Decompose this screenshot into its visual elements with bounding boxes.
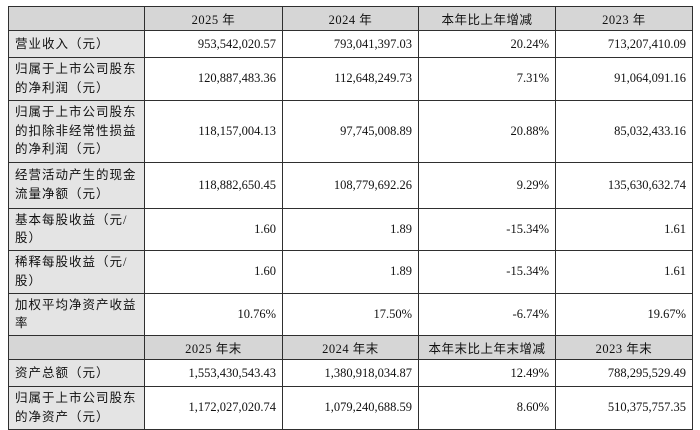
row-label: 基本每股收益（元/股） xyxy=(8,207,145,251)
table-row-weighted-avg-roe: 加权平均净资产收益率 10.76% 17.50% -6.74% 19.67% xyxy=(8,292,693,336)
value-2023: 19.67% xyxy=(555,292,693,336)
header-empty-cell xyxy=(8,6,145,31)
value-2023: 135,630,632.74 xyxy=(555,161,693,209)
balance-header-row: 2025 年末 2024 年末 本年末比上年末增减 2023 年末 xyxy=(8,335,693,360)
value-change: -15.34% xyxy=(418,250,556,294)
header-2025-end: 2025 年末 xyxy=(144,335,283,360)
value-change: 12.49% xyxy=(418,359,556,387)
header-end-change: 本年末比上年末增减 xyxy=(418,335,556,360)
row-label: 加权平均净资产收益率 xyxy=(8,292,145,336)
value-2024: 108,779,692.26 xyxy=(282,161,419,209)
value-2023: 788,295,529.49 xyxy=(555,359,693,387)
row-label: 营业收入（元） xyxy=(8,30,145,58)
value-2025: 120,887,483.36 xyxy=(144,57,283,101)
table-row-net-profit: 归属于上市公司股东的净利润（元） 120,887,483.36 112,648,… xyxy=(8,57,693,101)
value-2025: 1,553,430,543.43 xyxy=(144,359,283,387)
row-label: 归属于上市公司股东的净利润（元） xyxy=(8,57,145,101)
value-2024: 112,648,249.73 xyxy=(282,57,419,101)
table-row-operating-cash-flow: 经营活动产生的现金流量净额（元） 118,882,650.45 108,779,… xyxy=(8,161,693,209)
header-2023-end: 2023 年末 xyxy=(555,335,693,360)
header-2025: 2025 年 xyxy=(144,6,283,31)
row-label: 归属于上市公司股东的扣除非经常性损益的净利润（元） xyxy=(8,99,145,163)
table-row-total-assets: 资产总额（元） 1,553,430,543.43 1,380,918,034.8… xyxy=(8,359,693,387)
value-change: 20.88% xyxy=(418,99,556,163)
value-2024: 97,745,008.89 xyxy=(282,99,419,163)
value-2024: 1,380,918,034.87 xyxy=(282,359,419,387)
table-row-revenue: 营业收入（元） 953,542,020.57 793,041,397.03 20… xyxy=(8,30,693,58)
value-2025: 10.76% xyxy=(144,292,283,336)
table-row-basic-eps: 基本每股收益（元/股） 1.60 1.89 -15.34% 1.61 xyxy=(8,207,693,251)
header-2024-end: 2024 年末 xyxy=(282,335,419,360)
header-2024: 2024 年 xyxy=(282,6,419,31)
header-yoy-change: 本年比上年增减 xyxy=(418,6,556,31)
value-2025: 1.60 xyxy=(144,250,283,294)
value-change: -15.34% xyxy=(418,207,556,251)
row-label: 稀释每股收益（元/股） xyxy=(8,250,145,294)
value-change: -6.74% xyxy=(418,292,556,336)
value-change: 20.24% xyxy=(418,30,556,58)
header-2023: 2023 年 xyxy=(555,6,693,31)
value-2025: 118,882,650.45 xyxy=(144,161,283,209)
row-label: 经营活动产生的现金流量净额（元） xyxy=(8,161,145,209)
header-empty-cell xyxy=(8,335,145,360)
value-2023: 91,064,091.16 xyxy=(555,57,693,101)
value-2024: 793,041,397.03 xyxy=(282,30,419,58)
income-header-row: 2025 年 2024 年 本年比上年增减 2023 年 xyxy=(8,6,693,31)
table-row-diluted-eps: 稀释每股收益（元/股） 1.60 1.89 -15.34% 1.61 xyxy=(8,250,693,294)
value-2024: 17.50% xyxy=(282,292,419,336)
value-2023: 713,207,410.09 xyxy=(555,30,693,58)
value-2024: 1.89 xyxy=(282,207,419,251)
value-2023: 85,032,433.16 xyxy=(555,99,693,163)
value-2024: 1.89 xyxy=(282,250,419,294)
value-2025: 1.60 xyxy=(144,207,283,251)
document-page: 2025 年 2024 年 本年比上年增减 2023 年 营业收入（元） 953… xyxy=(8,6,693,430)
value-2023: 1.61 xyxy=(555,250,693,294)
row-label: 资产总额（元） xyxy=(8,359,145,387)
value-change: 7.31% xyxy=(418,57,556,101)
value-change: 9.29% xyxy=(418,161,556,209)
value-2025: 953,542,020.57 xyxy=(144,30,283,58)
table-row-deducted-net-profit: 归属于上市公司股东的扣除非经常性损益的净利润（元） 118,157,004.13… xyxy=(8,99,693,163)
value-2025: 118,157,004.13 xyxy=(144,99,283,163)
financial-summary-table: 2025 年 2024 年 本年比上年增减 2023 年 营业收入（元） 953… xyxy=(8,6,693,430)
value-2023: 1.61 xyxy=(555,207,693,251)
